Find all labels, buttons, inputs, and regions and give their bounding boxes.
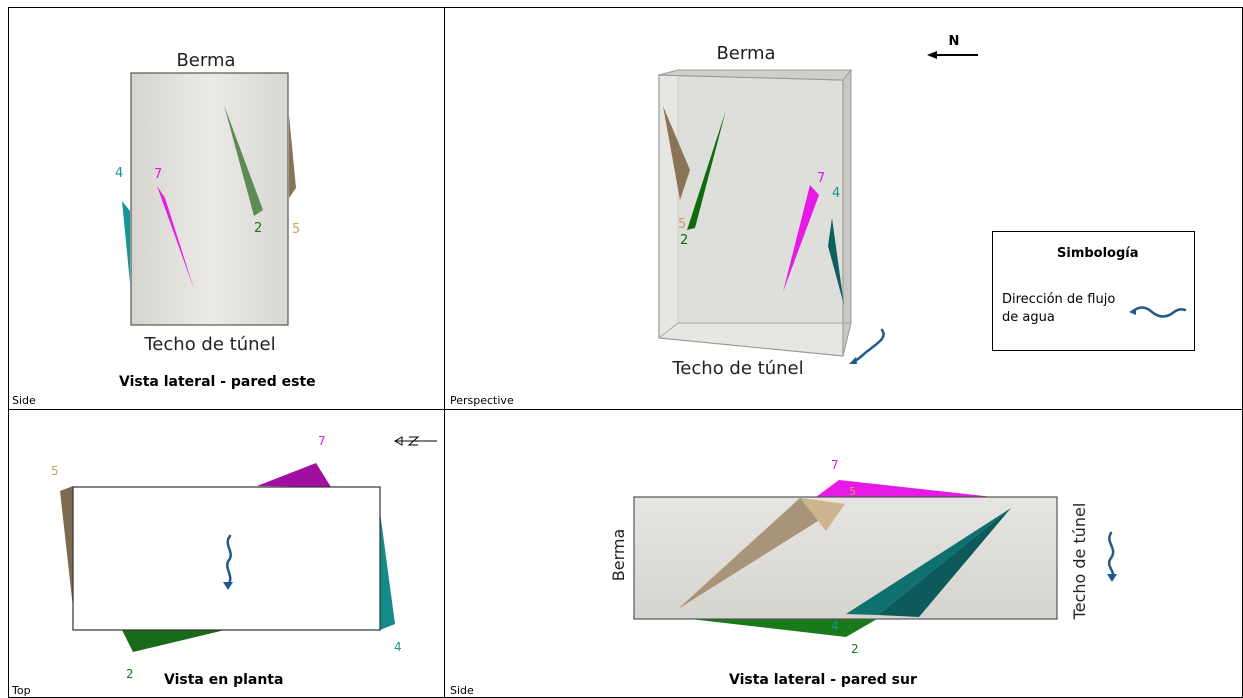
perspective-canvas: Berma Techo de túnel 5 2 7 4 N xyxy=(658,34,978,379)
joint-label-7: 7 xyxy=(831,458,839,472)
joint-label-5: 5 xyxy=(678,217,686,232)
top-label: Berma xyxy=(176,50,235,71)
joint-7-plane xyxy=(157,186,194,289)
joint-5-plane-top xyxy=(800,498,845,531)
rock-block xyxy=(130,72,289,326)
joint-label-5: 5 xyxy=(51,464,59,478)
water-flow-icon xyxy=(1129,306,1187,318)
joint-label-7: 7 xyxy=(817,171,825,186)
legend-title: Simbología xyxy=(1057,246,1139,261)
viewport-top[interactable]: 5 7 4 2 Vista en planta Top xyxy=(9,410,444,698)
joint-label-2: 2 xyxy=(254,221,262,236)
joint-label-2: 2 xyxy=(680,233,688,248)
joint-4-plane xyxy=(828,218,844,305)
viewport-label: Top xyxy=(12,684,31,697)
view-caption: Vista en planta xyxy=(164,672,284,688)
joint-5-plane xyxy=(678,498,845,609)
joint-label-5: 5 xyxy=(292,222,300,237)
view-caption: Vista lateral - pared sur xyxy=(729,672,917,688)
left-label: Berma xyxy=(609,529,628,582)
joint-5-plane xyxy=(663,106,690,200)
block-front-face xyxy=(658,74,844,357)
joint-7-plane xyxy=(257,463,331,487)
legend-item-label: Dirección de flujo de agua xyxy=(1002,292,1116,325)
joint-2-plane xyxy=(224,105,263,216)
block-side-face xyxy=(842,68,852,357)
rock-block xyxy=(633,496,1058,620)
bottom-label: Techo de túnel xyxy=(143,334,275,355)
joint-7-plane xyxy=(783,185,819,292)
joint-7-plane xyxy=(816,480,993,497)
viewport-perspective[interactable]: Berma Techo de túnel 5 2 7 4 N Perspecti… xyxy=(445,8,1242,409)
top-label: Berma xyxy=(716,43,775,64)
joint-4-plane xyxy=(380,512,395,630)
joint-4-plane xyxy=(122,201,130,283)
joint-label-2: 2 xyxy=(851,642,859,656)
block-hidden-edges xyxy=(658,322,851,339)
joint-label-7: 7 xyxy=(154,167,162,182)
viewport-side-east[interactable]: Berma Techo de túnel 4 7 2 5 Vista later… xyxy=(9,8,444,409)
view-caption: Vista lateral - pared este xyxy=(119,374,316,390)
joint-4-plane xyxy=(846,508,1011,615)
joint-5-plane xyxy=(289,115,296,198)
north-arrow-icon xyxy=(927,51,978,59)
bottom-label: Techo de túnel xyxy=(671,358,803,379)
side-east-canvas: Berma Techo de túnel 4 7 2 5 xyxy=(115,50,300,355)
joint-label-5: 5 xyxy=(849,485,856,498)
viewport-label: Perspective xyxy=(450,394,514,407)
legend-box: Simbología Dirección de flujo de agua xyxy=(992,231,1195,351)
viewport-label: Side xyxy=(450,684,474,697)
rock-block xyxy=(72,486,381,631)
viewport-label: Side xyxy=(12,394,36,407)
joint-label-4: 4 xyxy=(831,619,839,633)
joint-2-plane xyxy=(122,630,225,652)
viewport-divider-vertical xyxy=(444,7,445,698)
joint-5-plane xyxy=(60,486,73,608)
side-south-canvas: 7 5 4 2 Berma Techo de túnel xyxy=(609,458,1117,656)
north-arrow-icon xyxy=(393,436,437,446)
water-flow-icon xyxy=(223,534,233,590)
joint-label-2: 2 xyxy=(126,667,134,681)
right-label: Techo de túnel xyxy=(1070,503,1089,621)
joint-label-4: 4 xyxy=(394,640,402,654)
water-flow-icon xyxy=(849,328,885,364)
joint-label-4: 4 xyxy=(832,186,840,201)
joint-2-plane xyxy=(690,619,877,637)
joint-4-plane-face xyxy=(878,508,1011,617)
joint-2-plane xyxy=(687,110,726,230)
viewport-divider-horizontal xyxy=(8,409,1243,410)
viewport-side-south[interactable]: 7 5 4 2 Berma Techo de túnel Vista later… xyxy=(445,410,1242,698)
joint-label-4: 4 xyxy=(115,166,123,181)
joint-label-7: 7 xyxy=(318,434,326,448)
top-canvas: 5 7 4 2 xyxy=(51,434,437,681)
north-label: N xyxy=(949,34,960,49)
water-flow-icon xyxy=(1107,531,1117,582)
